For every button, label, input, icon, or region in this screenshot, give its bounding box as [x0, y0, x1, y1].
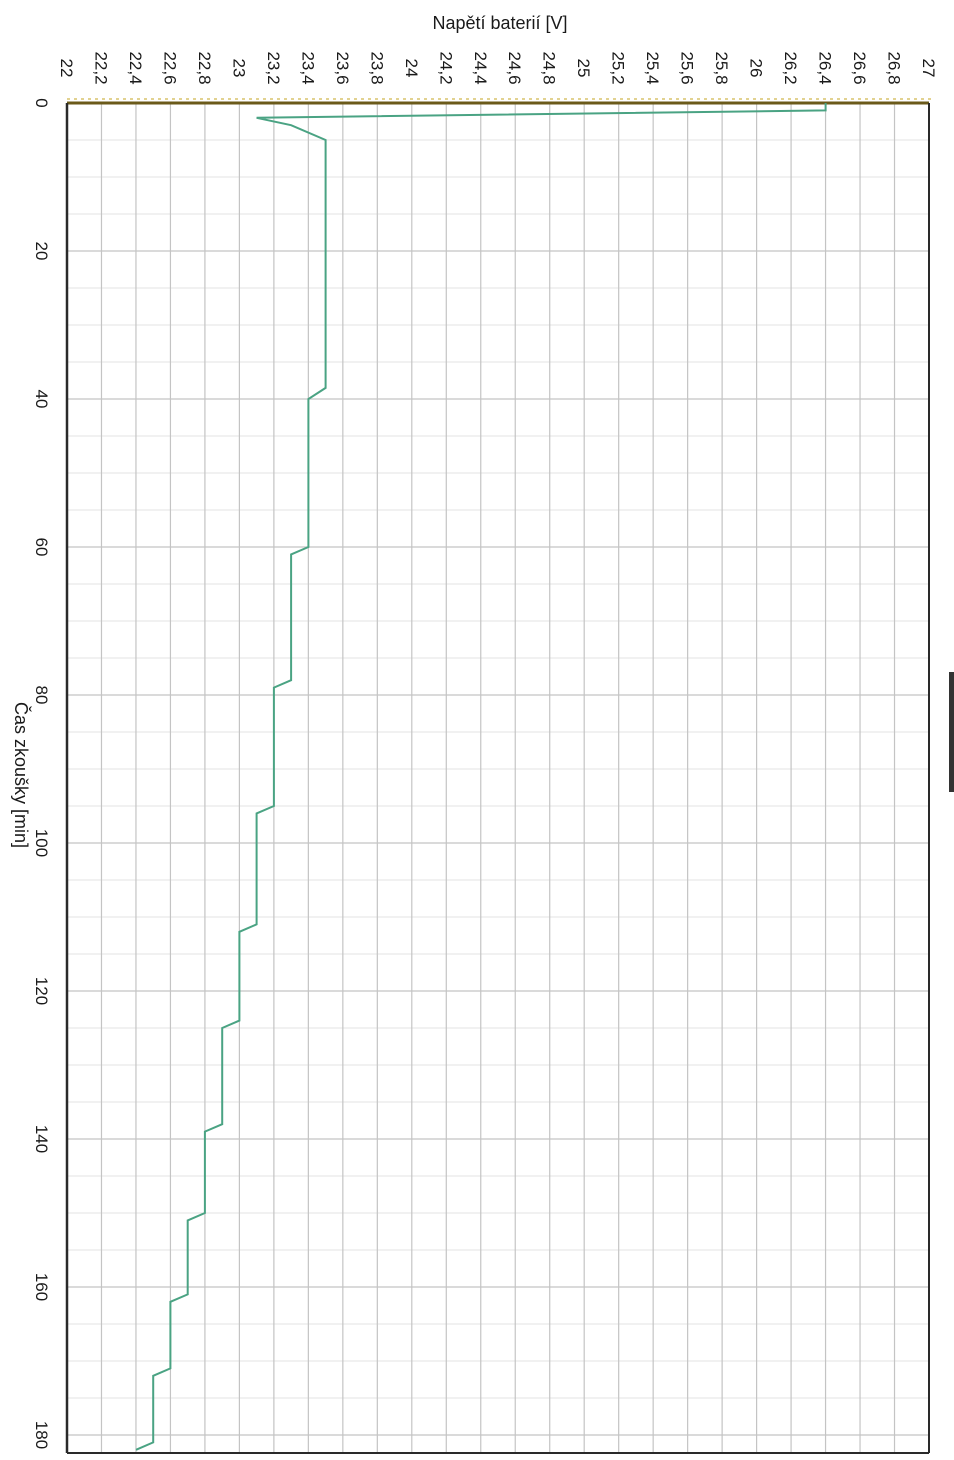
voltage-tick-label: 24: [402, 59, 421, 78]
voltage-series: [135, 103, 827, 1451]
time-tick-label: 20: [32, 242, 51, 261]
time-tick-labels: 0 20 40 60 80 100 120 140 160 180: [32, 98, 51, 1449]
voltage-tick-label: 23,8: [367, 51, 386, 84]
voltage-tick-label: 25,6: [678, 51, 697, 84]
voltage-tick-label: 22,2: [91, 51, 110, 84]
time-tick-label: 160: [32, 1273, 51, 1301]
time-axis-title: Čas zkoušky [min]: [11, 702, 32, 848]
time-tick-label: 100: [32, 829, 51, 857]
voltage-tick-label: 24,2: [436, 51, 455, 84]
voltage-tick-label: 22,4: [126, 51, 145, 84]
time-tick-label: 0: [32, 98, 51, 107]
time-tick-label: 120: [32, 977, 51, 1005]
time-tick-label: 180: [32, 1421, 51, 1449]
voltage-tick-label: 26,2: [781, 51, 800, 84]
voltage-tick-label: 26,4: [816, 51, 835, 84]
voltage-tick-label: 22,8: [195, 51, 214, 84]
voltage-tick-label: 24,6: [505, 51, 524, 84]
voltage-tick-label: 24,4: [471, 51, 490, 84]
voltage-tick-label: 25,4: [643, 51, 662, 84]
voltage-line: [135, 103, 827, 1451]
voltage-tick-label: 24,8: [540, 51, 559, 84]
voltage-tick-label: 22: [57, 59, 76, 78]
major-grid: [67, 103, 929, 1453]
voltage-tick-label: 26: [747, 59, 766, 78]
voltage-tick-label: 23: [229, 59, 248, 78]
voltage-tick-label: 26,8: [885, 51, 904, 84]
voltage-tick-label: 27: [919, 59, 938, 78]
page-edge-marker: [949, 672, 954, 792]
voltage-tick-label: 25: [574, 59, 593, 78]
voltage-tick-label: 25,2: [609, 51, 628, 84]
time-tick-label: 60: [32, 538, 51, 557]
voltage-tick-label: 23,4: [298, 51, 317, 84]
minor-grid: [67, 139, 929, 1399]
voltage-tick-label: 25,8: [712, 51, 731, 84]
time-tick-label: 140: [32, 1125, 51, 1153]
time-tick-label: 80: [32, 686, 51, 705]
voltage-tick-label: 26,6: [850, 51, 869, 84]
voltage-tick-labels: 22 22,2 22,4 22,6 22,8 23 23,2 23,4 23,6 23,8 24 24…: [57, 51, 938, 84]
voltage-tick-label: 23,2: [264, 51, 283, 84]
voltage-axis-title: Napětí baterií [V]: [432, 13, 567, 33]
voltage-tick-label: 23,6: [333, 51, 352, 84]
plot-frame: [65, 98, 931, 1454]
voltage-tick-label: 22,6: [160, 51, 179, 84]
time-tick-label: 40: [32, 390, 51, 409]
